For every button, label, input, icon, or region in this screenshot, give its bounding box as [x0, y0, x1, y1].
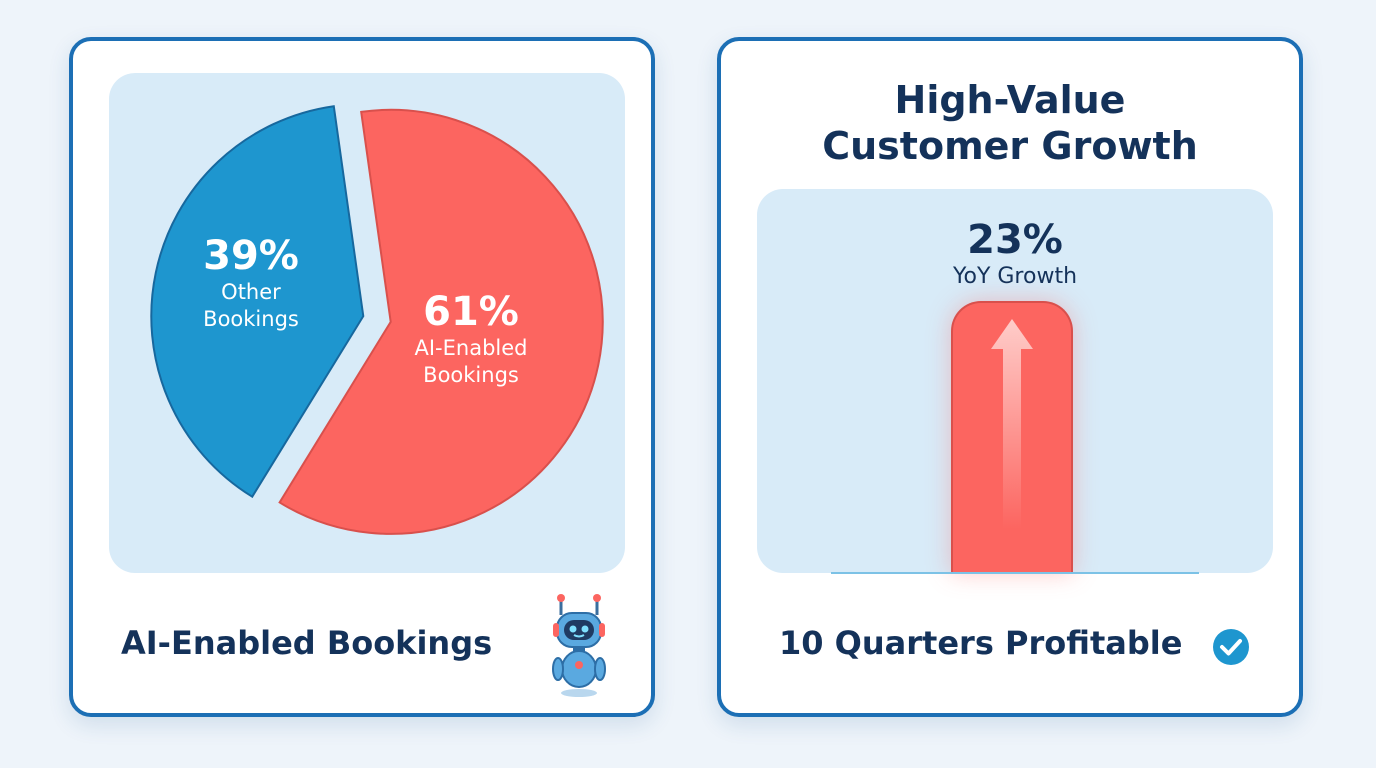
pie-label-ai: 61% AI-Enabled Bookings: [371, 289, 571, 389]
pie-slice-other: [150, 105, 365, 499]
customer-growth-card: High-Value Customer Growth 23% YoY Growt…: [717, 37, 1303, 717]
pie-slice-ai-enabled: [278, 108, 604, 535]
pie-value-ai: 61%: [423, 289, 519, 335]
pie-label-other-line2: Bookings: [203, 307, 299, 331]
growth-bar: [951, 301, 1073, 573]
pie-chart: [150, 105, 604, 535]
card-title-ai-bookings: AI-Enabled Bookings: [121, 624, 493, 662]
pie-label-other-line1: Other: [221, 280, 281, 304]
chart-baseline: [831, 572, 1199, 574]
pie-label-ai-line2: Bookings: [423, 363, 519, 387]
robot-icon: [552, 594, 606, 697]
checkmark-badge-icon: [1213, 629, 1249, 665]
pie-chart-panel: 39% Other Bookings 61% AI-Enabled Bookin…: [109, 73, 625, 573]
card-title-quarters-profitable: 10 Quarters Profitable: [779, 624, 1183, 662]
chart-title-line2: Customer Growth: [822, 124, 1198, 168]
growth-category-label: YoY Growth: [952, 264, 1078, 289]
ai-bookings-card: 39% Other Bookings 61% AI-Enabled Bookin…: [69, 37, 655, 717]
up-arrow-icon: [991, 319, 1033, 529]
pie-label-other: 39% Other Bookings: [151, 233, 351, 333]
chart-title-customer-growth: High-Value Customer Growth: [721, 77, 1299, 169]
growth-chart-panel: 23% YoY Growth: [757, 189, 1273, 574]
pie-label-ai-line1: AI-Enabled: [414, 336, 528, 360]
growth-value-label: 23%: [967, 217, 1063, 263]
chart-title-line1: High-Value: [894, 78, 1126, 122]
pie-value-other: 39%: [203, 233, 299, 279]
